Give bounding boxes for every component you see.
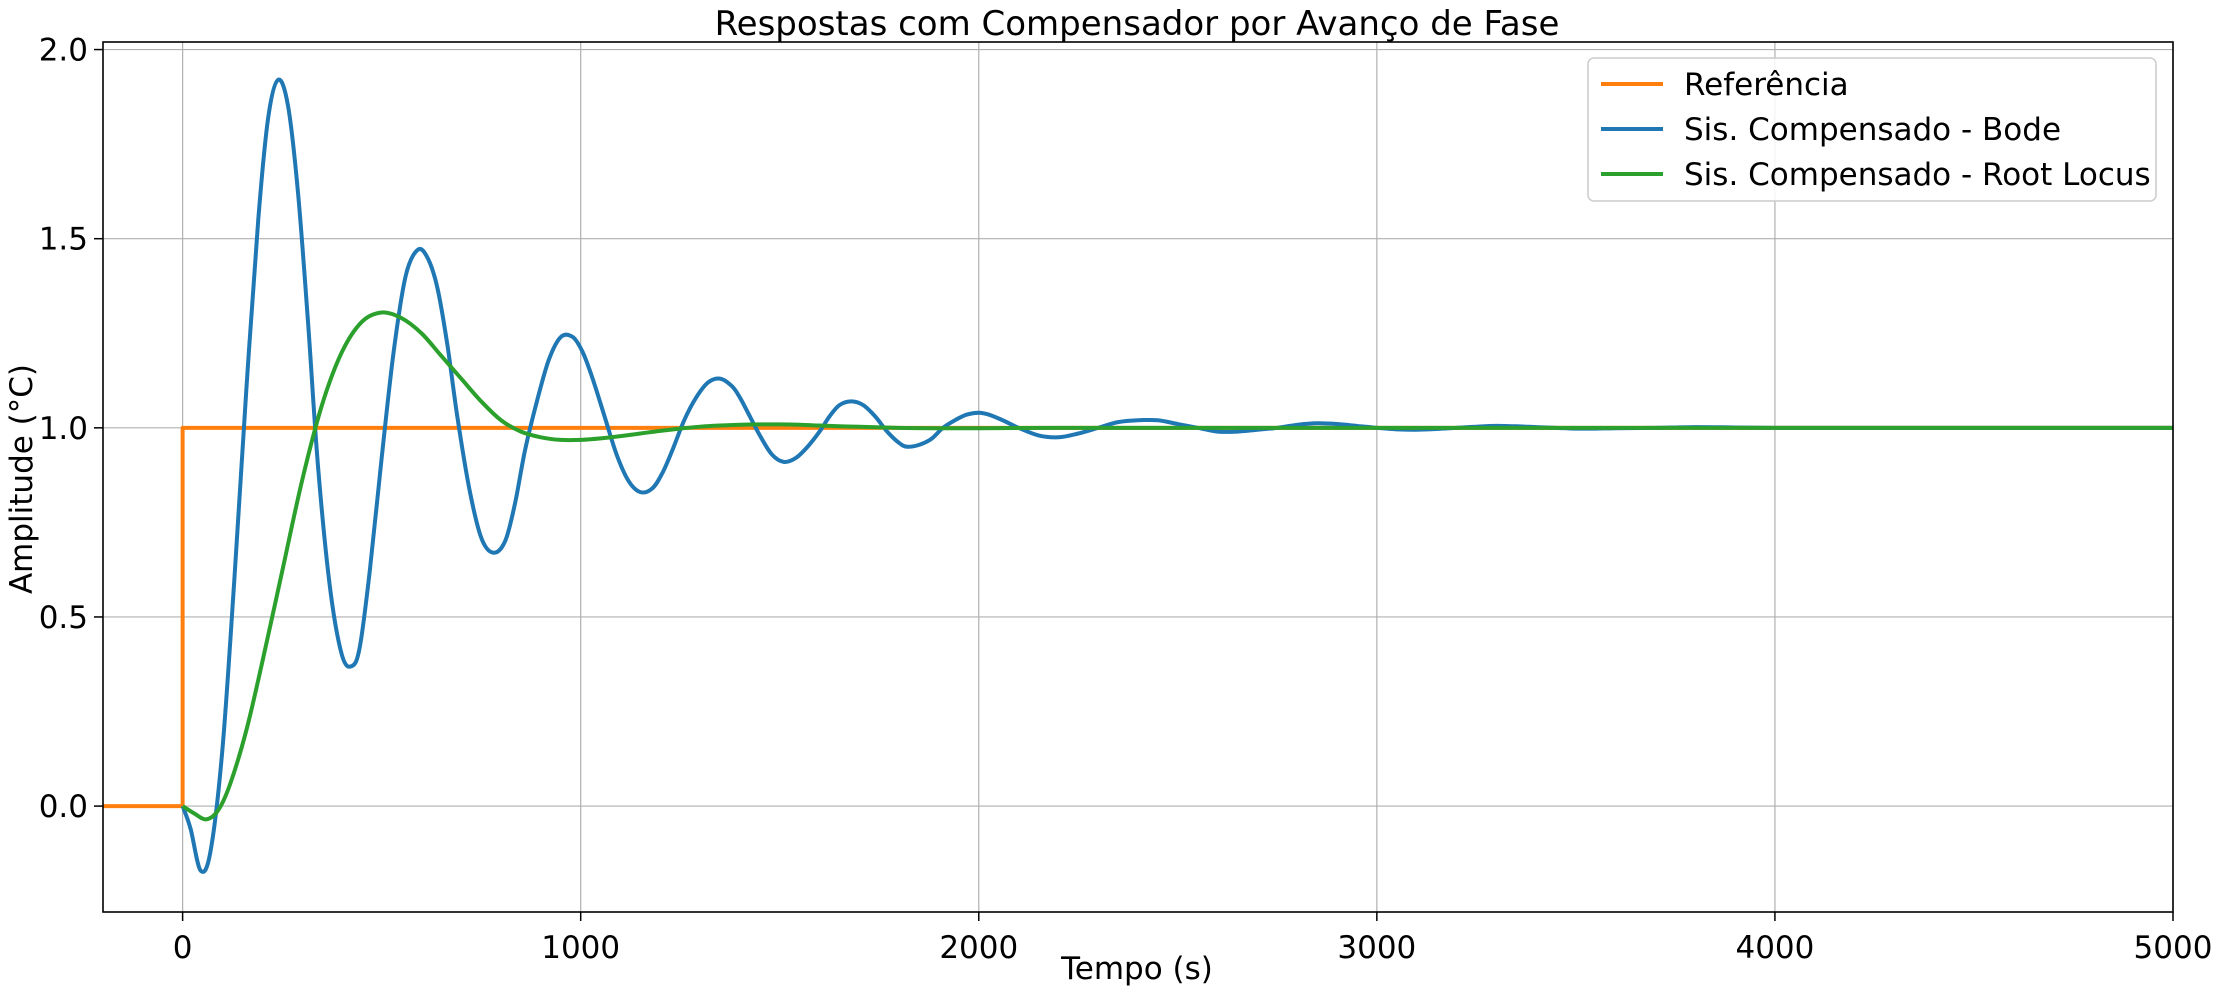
legend-box <box>1587 57 2157 202</box>
legend-label: Sis. Compensado - Bode <box>1684 112 2061 148</box>
legend-label: Sis. Compensado - Root Locus <box>1684 157 2151 193</box>
x-tick-label: 3000 <box>1337 930 1416 966</box>
y-tick-label: 2.0 <box>39 33 88 69</box>
y-tick-label: 0.0 <box>39 789 88 825</box>
series-lines <box>103 77 2173 874</box>
x-tick-label: 1000 <box>541 930 620 966</box>
y-tick-label: 0.5 <box>39 600 88 636</box>
x-tick-label: 2000 <box>939 930 1018 966</box>
legend: Referência Sis. Compensado - Bode Sis. Com… <box>1587 57 2157 202</box>
legend-item-bode: Sis. Compensado - Bode <box>1601 112 2061 148</box>
legend-item-root-locus: Sis. Compensado - Root Locus <box>1601 157 2151 193</box>
y-tick-label: 1.5 <box>39 222 88 258</box>
chart-title: Respostas com Compensador por Avanço de … <box>715 4 1560 44</box>
x-axis-title: Tempo (s) <box>1060 951 1213 987</box>
plot-frame <box>102 41 2174 913</box>
axis-ticks: 0 1000 2000 3000 4000 5000 0.0 0.5 1.0 1.5 2.0 <box>39 33 2213 966</box>
root-locus-response-line <box>181 310 2173 822</box>
y-tick-label: 1.0 <box>39 411 88 447</box>
y-axis-title: Amplitude (°C) <box>4 364 40 594</box>
legend-label: Referência <box>1684 67 1849 103</box>
legend-item-referencia: Referência <box>1601 67 1849 103</box>
x-tick-label: 4000 <box>1735 930 1814 966</box>
x-tick-label: 5000 <box>2134 930 2213 966</box>
x-tick-label: 0 <box>173 930 193 966</box>
